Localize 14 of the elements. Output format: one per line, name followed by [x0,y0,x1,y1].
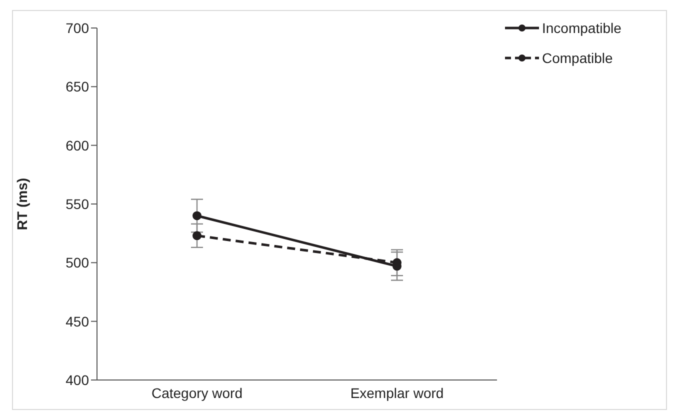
y-tick-label: 600 [66,137,90,154]
legend-label: Incompatible [542,20,622,36]
y-tick-label: 650 [66,78,90,95]
point [192,211,202,220]
y-tick-label: 450 [66,313,90,330]
y-tick-label: 700 [66,20,90,36]
y-tick-label: 550 [66,196,90,212]
legend-label: Compatible [542,50,613,66]
y-tick-label: 400 [66,372,90,388]
x-tick-label: Exemplar word [350,384,444,401]
point [192,231,202,240]
x-tick-label: Category word [151,384,243,401]
y-axis-title: RT (ms) [14,178,30,230]
y-tick-label: 500 [66,254,90,271]
